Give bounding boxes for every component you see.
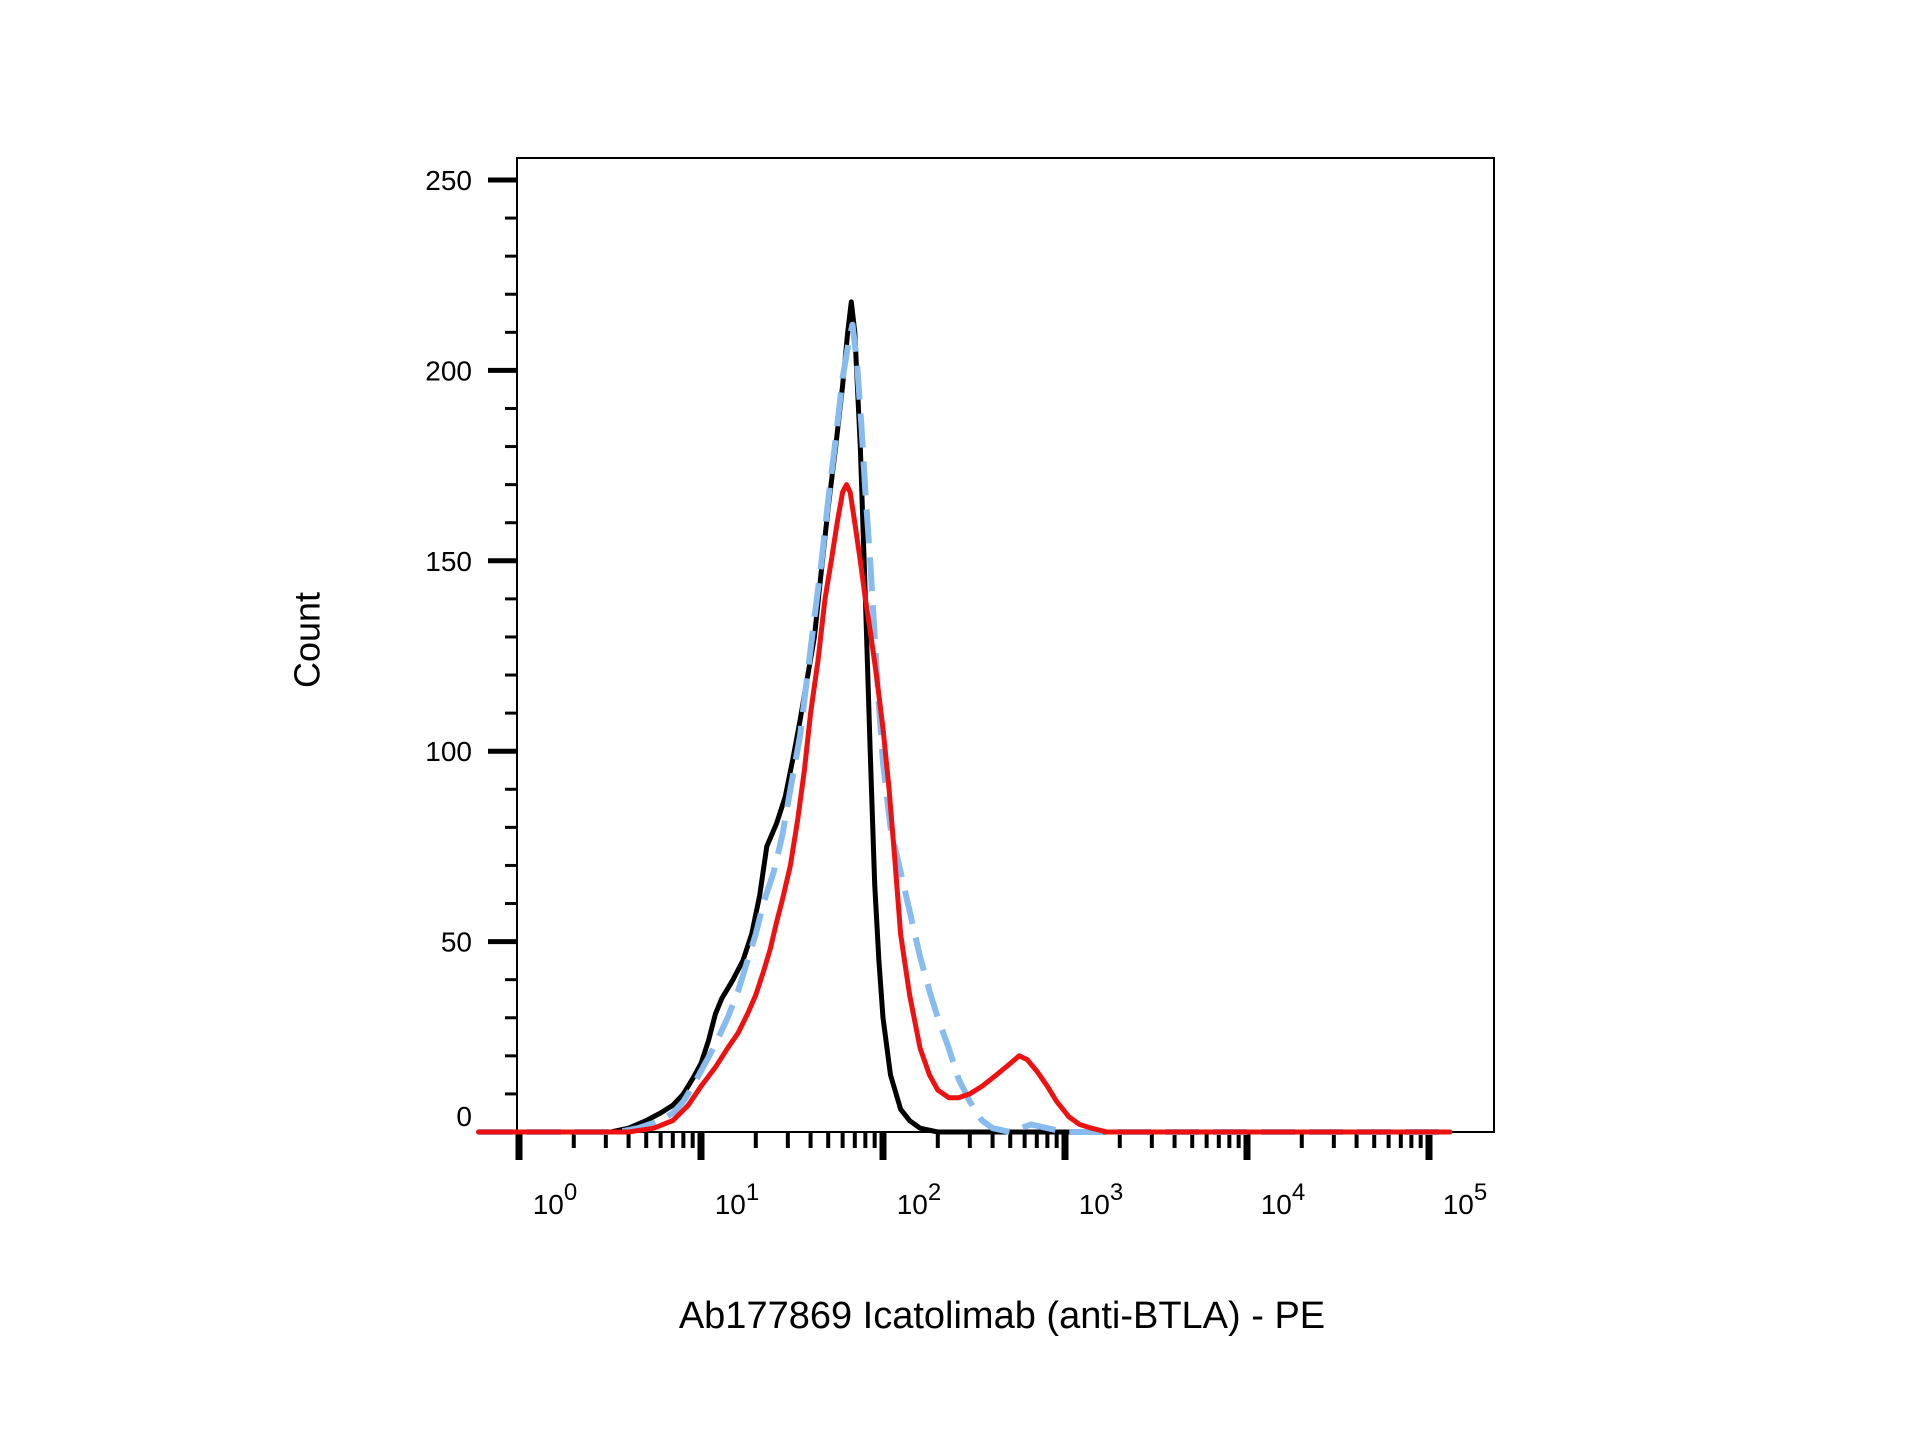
x-tick-label: 102 [897, 1179, 942, 1220]
x-tick-label: 104 [1261, 1179, 1306, 1220]
x-axis-title: Ab177869 Icatolimab (anti-BTLA) - PE [679, 1295, 1325, 1337]
x-tick-label: 103 [1079, 1179, 1124, 1220]
series-layer [476, 299, 1453, 1135]
y-tick-label: 0 [456, 1101, 472, 1132]
y-tick-label: 100 [425, 736, 472, 767]
y-tick-label: 150 [425, 546, 472, 577]
y-tick-label: 50 [441, 927, 472, 958]
y-tick-label: 200 [425, 355, 472, 386]
y-tick-label: 250 [425, 165, 472, 196]
x-tick-label: 101 [715, 1179, 760, 1220]
x-axis: 100 101 102 103 104 105 [515, 1132, 1488, 1220]
x-tick-label: 100 [533, 1179, 578, 1220]
series-line-1 [476, 299, 1453, 1135]
y-axis: 0 50 100 150 200 250 [425, 165, 517, 1135]
y-axis-title: Count [287, 592, 328, 688]
x-tick-label: 105 [1443, 1179, 1488, 1220]
plot-frame [516, 157, 1495, 1133]
series-line-3 [476, 482, 1453, 1135]
series-line-2 [478, 321, 1450, 1135]
